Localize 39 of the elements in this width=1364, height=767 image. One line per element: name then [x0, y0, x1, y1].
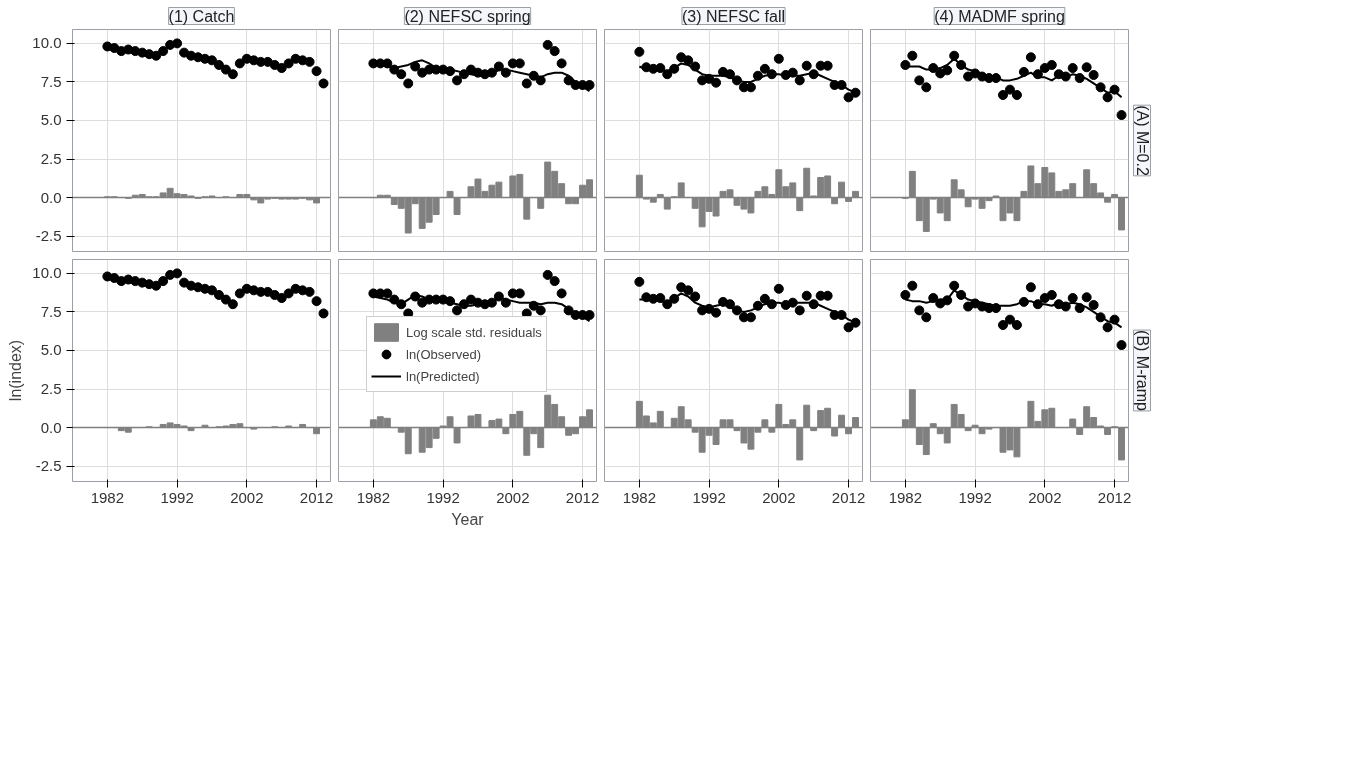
- y-axis-title: ln(index): [7, 339, 25, 402]
- x-tick-label: 2002: [496, 488, 530, 506]
- y-tick-label: 0.0: [40, 188, 62, 206]
- y-tick-label: -2.5: [35, 227, 62, 245]
- y-tick-label: 2.5: [40, 380, 62, 397]
- x-tick-label: 2012: [565, 488, 600, 506]
- y-tick-label: 5.0: [40, 341, 62, 359]
- x-tick-label: 2012: [299, 488, 334, 506]
- chart-title: (4) MADMF spring: [934, 7, 1065, 25]
- chart-title: (3) NEFSC fall: [681, 7, 786, 25]
- y2-axis-title: (A) M=0.2: [1133, 105, 1151, 176]
- x-tick-label: 1992: [958, 488, 992, 506]
- y-tick-label: 10.0: [32, 264, 62, 282]
- chart-title: (1) Catch: [168, 7, 235, 25]
- x-tick-label: 2012: [1097, 488, 1132, 506]
- y-tick-label: 10.0: [32, 34, 62, 52]
- x-tick-label: 1992: [692, 488, 726, 506]
- legend-label: ln(Observed): [406, 345, 482, 364]
- y-tick-label: 7.5: [40, 72, 62, 90]
- y-tick-label: -2.5: [35, 457, 62, 475]
- legend-label: ln(Predicted): [406, 367, 480, 386]
- y2-axis-title: (B) M-ramp: [1133, 330, 1151, 412]
- legend-label: Log scale std. residuals: [406, 323, 542, 342]
- x-tick-label: 2002: [1028, 488, 1062, 506]
- y-tick-label: 2.5: [40, 150, 62, 167]
- x-tick-label: 1992: [426, 488, 460, 506]
- x-tick-label: 2002: [230, 488, 264, 506]
- x-tick-label: 1982: [90, 488, 125, 506]
- y-tick-label: 0.0: [40, 418, 62, 436]
- x-tick-label: 1982: [888, 488, 923, 506]
- x-tick-label: 1982: [622, 488, 657, 506]
- x-tick-label: 1982: [356, 488, 391, 506]
- x-tick-label: 2012: [831, 488, 866, 506]
- y-tick-label: 7.5: [40, 302, 62, 320]
- chart-title: (2) NEFSC spring: [404, 7, 531, 25]
- x-tick-label: 2002: [762, 488, 796, 506]
- x-tick-label: 1992: [160, 488, 194, 506]
- y-tick-label: 5.0: [40, 111, 62, 129]
- x-axis-title: Year: [451, 510, 485, 528]
